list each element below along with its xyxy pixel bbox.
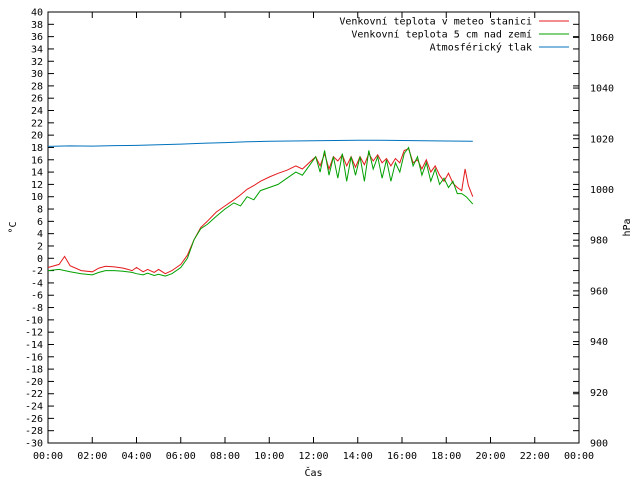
y-tick-label: -24 bbox=[25, 402, 43, 413]
y-tick-label: 16 bbox=[31, 155, 43, 166]
x-tick-label: 08:00 bbox=[210, 451, 240, 462]
x-tick-label: 10:00 bbox=[254, 451, 284, 462]
x-tick-label: 12:00 bbox=[298, 451, 328, 462]
y-tick-label: -26 bbox=[25, 414, 43, 425]
y2-tick-label: 1060 bbox=[590, 33, 614, 44]
y-tick-label: 38 bbox=[31, 20, 43, 31]
y-tick-label: -30 bbox=[25, 439, 43, 450]
y2-tick-label: 1020 bbox=[590, 134, 614, 145]
y-tick-label: -18 bbox=[25, 365, 43, 376]
legend-label-2: Venkovní teplota 5 cm nad zemí bbox=[351, 29, 532, 41]
series-layer bbox=[47, 139, 474, 277]
plot-frame bbox=[47, 11, 580, 444]
y-tick-label: 18 bbox=[31, 143, 43, 154]
y-tick-label: -8 bbox=[31, 303, 43, 314]
x-tick-label: 00:00 bbox=[33, 451, 63, 462]
y-tick-label: 34 bbox=[31, 44, 43, 55]
y-tick-label: -12 bbox=[25, 328, 43, 339]
y2-tick-label: 940 bbox=[590, 337, 608, 348]
y-tick-label: 4 bbox=[37, 229, 43, 240]
y2-tick-label: 920 bbox=[590, 388, 608, 399]
x-tick-label: 06:00 bbox=[166, 451, 196, 462]
y-tick-label: 28 bbox=[31, 81, 43, 92]
y-tick-label: 0 bbox=[37, 254, 43, 265]
y-tick-label: 22 bbox=[31, 118, 43, 129]
y2-tick-label: 980 bbox=[590, 236, 608, 247]
y-tick-label: 8 bbox=[37, 205, 43, 216]
y2-axis-ticks: 900 920 940 960 980 1000 1020 1040 1060 bbox=[573, 33, 614, 450]
x-tick-label: 18:00 bbox=[431, 451, 461, 462]
x-tick-label: 20:00 bbox=[475, 451, 505, 462]
y-tick-label: -6 bbox=[31, 291, 43, 302]
y-tick-label: -28 bbox=[25, 426, 43, 437]
x-tick-label: 14:00 bbox=[343, 451, 373, 462]
y-tick-label: -4 bbox=[31, 278, 43, 289]
series-line-1 bbox=[47, 148, 474, 275]
y-tick-label: -20 bbox=[25, 377, 43, 388]
x-axis-title: Čas bbox=[304, 466, 322, 479]
y-tick-label: 24 bbox=[31, 106, 43, 117]
y-tick-label: 10 bbox=[31, 192, 43, 203]
y-tick-label: 6 bbox=[37, 217, 43, 228]
y-tick-label: -22 bbox=[25, 389, 43, 400]
y-tick-label: 32 bbox=[31, 57, 43, 68]
y-tick-label: 36 bbox=[31, 32, 43, 43]
y2-tick-label: 1000 bbox=[590, 185, 614, 196]
y-tick-label: -16 bbox=[25, 352, 43, 363]
y2-tick-label: 1040 bbox=[590, 84, 614, 95]
y2-tick-label: 960 bbox=[590, 286, 608, 297]
y-tick-label: 26 bbox=[31, 94, 43, 105]
x-axis-ticks: 00:00 02:00 04:00 06:00 08:00 10:00 12:00 14:00… bbox=[33, 12, 594, 462]
x-tick-label: 00:00 bbox=[564, 451, 594, 462]
x-tick-label: 22:00 bbox=[520, 451, 550, 462]
y-tick-label: 14 bbox=[31, 168, 43, 179]
y-tick-label: 40 bbox=[31, 8, 43, 19]
y-tick-label: -10 bbox=[25, 315, 43, 326]
y-tick-label: -2 bbox=[31, 266, 43, 277]
y-tick-label: 30 bbox=[31, 69, 43, 80]
y-tick-label: 2 bbox=[37, 241, 43, 252]
y-tick-label: 20 bbox=[31, 131, 43, 142]
y2-axis-title: hPa bbox=[622, 218, 633, 236]
y2-tick-label: 900 bbox=[590, 439, 608, 450]
y-tick-label: 12 bbox=[31, 180, 43, 191]
x-tick-label: 02:00 bbox=[77, 451, 107, 462]
y-tick-label: -14 bbox=[25, 340, 43, 351]
x-tick-label: 16:00 bbox=[387, 451, 417, 462]
x-tick-label: 04:00 bbox=[121, 451, 151, 462]
y-axis-ticks: -30-28-26-24-22-20-18-16-14-12-10-8-6-4-… bbox=[25, 8, 579, 450]
legend: Venkovní teplota v meteo staniciVenkovní… bbox=[339, 16, 569, 54]
legend-label-3: Atmosférický tlak bbox=[430, 42, 532, 54]
series-line-2 bbox=[47, 146, 474, 277]
y-axis-title: °C bbox=[8, 221, 19, 233]
legend-label-1: Venkovní teplota v meteo stanici bbox=[339, 16, 532, 28]
series-line-3 bbox=[47, 139, 473, 147]
